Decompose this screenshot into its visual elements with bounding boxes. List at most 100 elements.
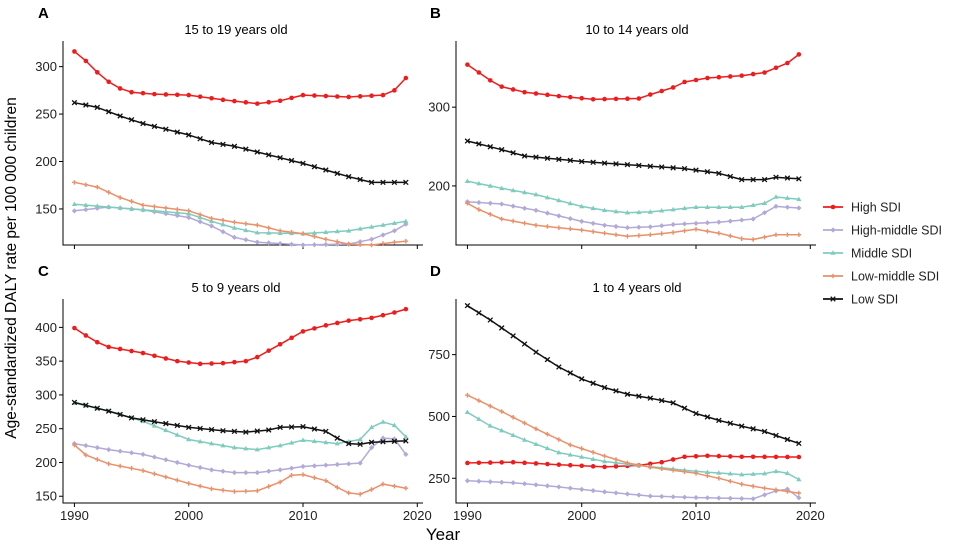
panel-c-point-low-sdi: [140, 417, 146, 423]
panel-d-point-high-middle-sdi: [521, 481, 528, 487]
panel-c-point-high-middle-sdi: [197, 464, 203, 471]
panel-c-y-tick-label: 150: [35, 489, 57, 504]
panel-c-point-middle-sdi: [231, 444, 238, 450]
panel-d-point-low-middle-sdi: [705, 473, 710, 479]
panel-d-point-middle-sdi: [567, 452, 573, 457]
panel-c-point-middle-sdi: [323, 439, 329, 445]
panel-d-x-tick-label: 2010: [682, 508, 711, 523]
panel-a-point-low-sdi: [151, 123, 158, 130]
panel-b-point-low-sdi: [784, 175, 791, 181]
panel-c-point-high-middle-sdi: [311, 463, 318, 469]
panel-d-point-low-middle-sdi: [567, 442, 573, 448]
panel-c-line-middle-sdi: [74, 402, 407, 451]
panel-c-point-low-middle-sdi: [266, 484, 272, 489]
panel-a-series-high-sdi: [72, 49, 409, 106]
legend-label: High-middle SDI: [851, 224, 942, 238]
panel-c-point-high-sdi: [380, 312, 386, 318]
panel-b-point-high-sdi: [533, 91, 539, 96]
panel-d-point-high-middle-sdi: [476, 478, 482, 484]
panel-b-point-high-middle-sdi: [624, 225, 631, 231]
panel-b-point-high-middle-sdi: [476, 199, 482, 206]
legend-item-middle-sdi: Middle SDI: [823, 247, 912, 261]
panel-b-point-low-sdi: [727, 173, 734, 180]
panel-b-point-middle-sdi: [521, 189, 528, 195]
panel-d-y-tick-label: 250: [428, 471, 450, 486]
panel-c-point-high-sdi: [392, 310, 397, 315]
panel-a-point-low-middle-sdi: [312, 234, 317, 239]
panel-b-point-low-sdi: [670, 165, 676, 171]
panel-b-point-high-middle-sdi: [693, 220, 699, 226]
panel-b-point-low-sdi: [647, 163, 654, 169]
panel-b-point-middle-sdi: [487, 183, 493, 188]
panel-a-point-high-sdi: [117, 86, 123, 91]
panel-d-point-low-middle-sdi: [727, 478, 733, 484]
panel-a-point-high-sdi: [174, 92, 180, 98]
panel-a-point-high-middle-sdi: [231, 234, 238, 241]
panel-a-point-low-middle-sdi: [369, 242, 374, 248]
panel-b-point-low-middle-sdi: [705, 228, 710, 234]
panel-b-point-low-middle-sdi: [647, 232, 653, 238]
panel-b-point-high-sdi: [522, 89, 527, 95]
panel-a-line-low-sdi: [74, 101, 406, 184]
panel-a-point-middle-sdi: [243, 227, 249, 233]
panel-c-point-low-sdi: [345, 440, 352, 447]
panel-d-series-low-middle-sdi: [465, 392, 802, 496]
panel-c-point-low-sdi: [94, 405, 101, 411]
panel-d-point-low-middle-sdi: [750, 483, 756, 489]
panel-d-point-low-sdi: [556, 364, 562, 370]
panel-c-x-tick-label: 2000: [174, 508, 203, 523]
panel-b-point-low-sdi: [658, 164, 665, 170]
panel-d-point-high-middle-sdi: [510, 480, 516, 486]
x-axis-label: Year: [426, 525, 461, 544]
panel-a-point-high-sdi: [83, 58, 89, 64]
panel-d-point-high-sdi: [727, 454, 733, 459]
panel-d-point-low-middle-sdi: [716, 475, 722, 481]
panel-d-point-high-middle-sdi: [693, 494, 699, 501]
panel-c-point-high-middle-sdi: [83, 442, 89, 449]
panel-a-point-low-sdi: [277, 154, 283, 161]
panel-b-point-middle-sdi: [659, 208, 665, 213]
panel-c-point-high-middle-sdi: [288, 465, 295, 471]
panel-c-point-low-sdi: [117, 411, 123, 418]
panel-a-point-low-middle-sdi: [83, 182, 89, 188]
panel-c-point-high-sdi: [106, 344, 112, 350]
panel-b-y-tick-label: 300: [428, 100, 450, 115]
legend-label: Middle SDI: [851, 247, 912, 261]
panel-a-letter: A: [38, 5, 49, 22]
panel-b-point-middle-sdi: [796, 196, 802, 202]
panel-d-point-low-sdi: [773, 432, 779, 439]
panel-d-point-high-middle-sdi: [659, 493, 665, 500]
panel-d-point-low-middle-sdi: [762, 485, 767, 491]
panel-b-point-low-middle-sdi: [567, 226, 573, 232]
panel-c-point-low-sdi: [391, 438, 398, 445]
panel-a-point-high-middle-sdi: [288, 241, 295, 247]
panel-d-point-high-sdi: [716, 453, 722, 459]
panel-b-point-high-sdi: [602, 96, 607, 102]
panel-d-point-high-middle-sdi: [647, 493, 653, 499]
panel-d-point-middle-sdi: [693, 468, 699, 474]
panel-b-point-low-middle-sdi: [773, 232, 779, 238]
panel-b-line-low-middle-sdi: [467, 202, 799, 241]
panel-a-point-high-sdi: [186, 92, 192, 98]
panel-c-series-high-sdi: [72, 306, 409, 367]
panel-d-point-high-middle-sdi: [613, 490, 619, 496]
panel-d-point-middle-sdi: [750, 471, 756, 476]
panel-b-point-low-sdi: [761, 176, 768, 183]
panel-d-point-high-sdi: [693, 453, 699, 459]
panel-a-point-high-middle-sdi: [220, 229, 226, 235]
y-axis-label: Age-standardized DALY rate per 100 000 c…: [3, 97, 20, 439]
panel-a-point-high-middle-sdi: [186, 214, 192, 221]
panel-c-point-high-middle-sdi: [94, 445, 100, 451]
panel-b-point-high-middle-sdi: [727, 218, 733, 224]
panel-d-point-high-sdi: [567, 462, 573, 468]
panel-a-point-low-sdi: [300, 160, 306, 167]
panel-b-point-middle-sdi: [761, 200, 768, 206]
panel-d-point-high-middle-sdi: [716, 495, 722, 501]
panel-c-point-middle-sdi: [266, 444, 272, 450]
panel-b-point-middle-sdi: [624, 210, 631, 215]
panel-c-point-middle-sdi: [311, 438, 318, 444]
panel-b-series-high-sdi: [465, 52, 802, 102]
panel-d-point-middle-sdi: [464, 409, 471, 415]
panel-a-point-low-sdi: [140, 120, 146, 127]
panel-d-point-high-sdi: [739, 454, 745, 460]
